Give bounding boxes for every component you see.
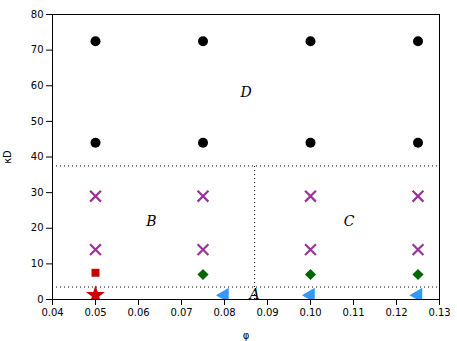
svg-text:φ: φ [243, 330, 250, 341]
svg-text:30: 30 [31, 187, 44, 198]
svg-text:0.08: 0.08 [213, 307, 235, 318]
svg-text:20: 20 [31, 222, 44, 233]
svg-text:0.07: 0.07 [170, 307, 192, 318]
svg-text:0.10: 0.10 [299, 307, 321, 318]
svg-text:60: 60 [31, 80, 44, 91]
svg-text:0.12: 0.12 [385, 307, 407, 318]
svg-text:0.05: 0.05 [84, 307, 106, 318]
svg-text:40: 40 [31, 151, 44, 162]
svg-text:A: A [249, 286, 260, 303]
svg-text:50: 50 [31, 116, 44, 127]
svg-text:0.11: 0.11 [342, 307, 364, 318]
svg-text:κD: κD [2, 150, 13, 164]
svg-text:70: 70 [31, 44, 44, 55]
svg-text:0.09: 0.09 [256, 307, 278, 318]
svg-text:C: C [344, 213, 355, 229]
svg-text:0.13: 0.13 [428, 307, 450, 318]
svg-text:0.04: 0.04 [41, 307, 63, 318]
svg-text:0.06: 0.06 [127, 307, 149, 318]
svg-text:10: 10 [31, 258, 44, 269]
svg-text:B: B [145, 213, 156, 229]
svg-text:80: 80 [31, 9, 44, 20]
svg-text:D: D [239, 84, 251, 100]
svg-text:0: 0 [37, 294, 43, 305]
